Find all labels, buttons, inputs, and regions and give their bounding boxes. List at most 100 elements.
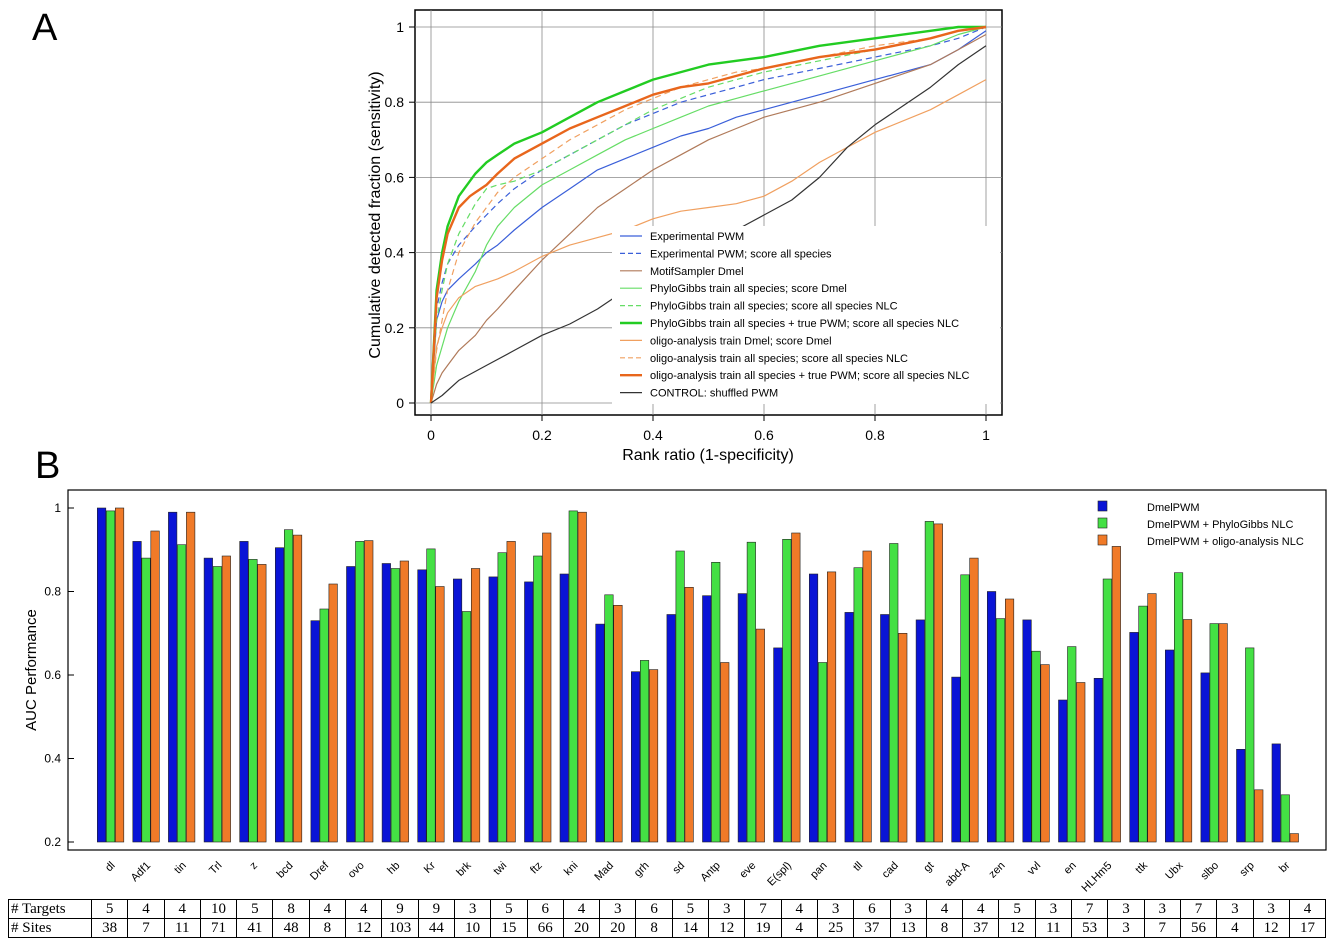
panel-b-bar-brk-s1 — [452, 578, 463, 843]
panel-b-category-label: kni — [562, 860, 580, 878]
panel-b-ytick-label: 1 — [54, 501, 61, 515]
targets-cell: 4 — [780, 899, 818, 919]
targets-cell: 6 — [526, 899, 564, 919]
targets-cell: 6 — [635, 899, 673, 919]
sites-cell: 25 — [816, 918, 855, 938]
sites-cell: 12 — [345, 918, 383, 938]
panel-b-bar-ovo-s1 — [346, 566, 356, 843]
panel-b-category-label: en — [1062, 860, 1079, 877]
panel-a-legend: Experimental PWM Experimental PWM; score … — [612, 226, 1000, 404]
panel-b-bar-hb-s2 — [390, 568, 400, 843]
targets-cell: 5 — [90, 899, 129, 919]
panel-a-series-line-4 — [430, 26, 987, 404]
sites-cell: 38 — [90, 918, 129, 938]
panel-b-category-label: Mad — [592, 860, 616, 884]
panel-b-bar-bcd-s2 — [283, 529, 294, 843]
sites-cell: 14 — [671, 918, 710, 938]
sites-cell: 20 — [562, 918, 601, 938]
panel-a-series-line-9 — [429, 25, 987, 404]
panel-a-ylabel: Cumulative detected fraction (sensitivit… — [367, 71, 384, 358]
panel-a-legend-box — [612, 226, 1000, 404]
panel-b-category-label: Kr — [422, 859, 439, 876]
panel-b-bar-ftz-s1 — [524, 581, 534, 843]
panel-b-category-label: br — [1277, 859, 1293, 875]
panel-b-bar-hb-s3 — [399, 560, 409, 843]
sites-cell: 3 — [1107, 918, 1145, 938]
panel-b-category-label: ovo — [346, 860, 367, 881]
panel-a-xtick-label: 0 — [427, 427, 435, 443]
panel-b-bar-dref-s2 — [319, 608, 329, 843]
panel-a-series-line-6 — [429, 25, 986, 404]
panel-b-category-label: hb — [385, 860, 402, 877]
panel-b-legend-swatch — [1097, 534, 1108, 546]
panel-b-bar-hlhm5-s3 — [1111, 546, 1121, 843]
panel-b-category-label: srp — [1238, 860, 1257, 879]
panel-b-bar-eve-s3 — [755, 628, 765, 843]
panel-b-bar-cad-s3 — [898, 632, 908, 843]
panel-b-legend: DmelPWM DmelPWM + PhyloGibbs NLC DmelPWM +… — [1097, 500, 1304, 548]
panel-a-xlabel: Rank ratio (1-specificity) — [622, 447, 794, 464]
panel-b-bar-en-s3 — [1076, 682, 1086, 843]
sites-cell: 8 — [635, 918, 673, 938]
targets-cell: 3 — [1034, 899, 1073, 919]
panel-b-category-label: ttk — [1133, 859, 1150, 876]
panel-a-series-line-8 — [430, 26, 987, 404]
panel-b-bar-zen-s2 — [995, 618, 1006, 843]
targets-cell: 4 — [345, 899, 383, 919]
panel-b-bar-trl-s1 — [203, 557, 213, 843]
targets-cell: 7 — [744, 899, 782, 919]
panel-b-category-label: ftz — [528, 860, 545, 877]
panel-b-bar-srp-s1 — [1236, 748, 1246, 843]
sites-row-header: # Sites — [8, 918, 92, 938]
targets-cell: 9 — [381, 899, 419, 919]
targets-cell: 3 — [816, 899, 855, 919]
panel-b-bar-z-s2 — [248, 559, 258, 843]
panel-b-bar-z-s1 — [239, 541, 249, 843]
panel-b-category-label: eve — [737, 860, 758, 881]
targets-cell: 4 — [562, 899, 601, 919]
panel-b-bar-gt-s1 — [915, 619, 925, 843]
panel-b-bar-br-s3 — [1289, 833, 1299, 843]
panel-b-bar-trl-s3 — [221, 555, 231, 843]
panel-b-bar-kr-s1 — [417, 569, 427, 843]
panel-b-bar-pan-s2 — [817, 662, 828, 843]
panel-b-bar-hb-s1 — [381, 563, 391, 843]
panel-b-bar-mad-s3 — [613, 604, 623, 843]
targets-cell: 3 — [708, 899, 746, 919]
targets-cell: 3 — [1143, 899, 1181, 919]
panel-b-bar-hlhm5-s1 — [1093, 677, 1103, 843]
panel-b-bar-tin-s1 — [168, 511, 178, 843]
sites-cell: 103 — [381, 918, 419, 938]
panel-a-legend-label: oligo-analysis train all species + true … — [650, 370, 969, 382]
targets-cell: 10 — [199, 899, 238, 919]
sites-cell: 66 — [526, 918, 564, 938]
panel-b-ytick-label: 0.8 — [44, 585, 61, 599]
sites-cell: 71 — [199, 918, 238, 938]
panel-b-category-label: dl — [103, 860, 118, 875]
sites-cell: 37 — [962, 918, 1000, 938]
panel-b-bar-ubx-s1 — [1165, 649, 1175, 843]
panel-b-category-label: cad — [880, 860, 901, 881]
panel-b-bar-grh-s1 — [630, 671, 641, 843]
panel-b-bar-tll-s3 — [862, 550, 872, 843]
panel-b-ytick-label: 0.4 — [44, 752, 61, 766]
panel-b-bar-dl-s3 — [115, 507, 125, 843]
panel-b-bar-sd-s1 — [666, 614, 676, 843]
panel-b-bar-en-s1 — [1058, 699, 1068, 843]
panel-b-category-label: vvl — [1025, 860, 1043, 878]
sites-cell: 53 — [1071, 918, 1109, 938]
sites-cell: 4 — [1216, 918, 1254, 938]
panel-b-bar-espl-s2 — [782, 538, 792, 843]
panel-b-bar-zen-s3 — [1004, 598, 1015, 843]
panel-b-bar-kni-s2 — [568, 510, 578, 843]
panel-b-bar-mad-s2 — [604, 594, 614, 843]
panel-b-category-label: tin — [172, 860, 189, 877]
panel-a-legend-label: PhyloGibbs train all species; score Dmel — [650, 283, 847, 295]
panel-b-bar-kr-s3 — [435, 586, 445, 843]
panel-b-category-label: pan — [808, 860, 829, 881]
panel-b-ylabel: AUC Performance — [23, 609, 40, 731]
targets-cell: 4 — [127, 899, 165, 919]
panel-b-bar-dref-s1 — [310, 620, 320, 843]
panel-b-ytick-label: 0.6 — [44, 668, 61, 682]
targets-sites-table: # Targets 5 4 4 10 5 8 4 4 9 9 3 5 6 4 3 6 5 3 7 4 3 6 3 4 4 5 3 7 3… — [8, 899, 1327, 938]
